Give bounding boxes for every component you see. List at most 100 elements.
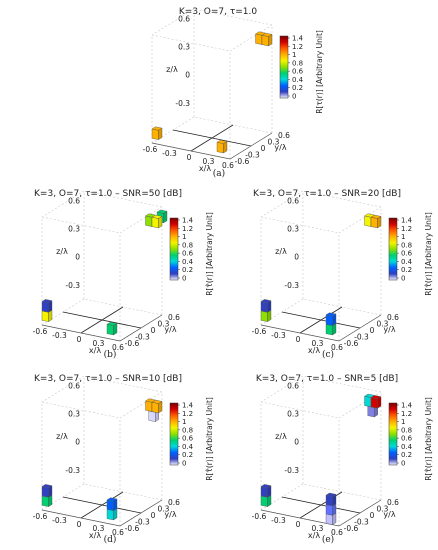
voxel-shade xyxy=(48,310,52,322)
voxel-shade xyxy=(332,494,336,506)
colorbar-label: R[τ̂(r)] [Arbitrary Unit] xyxy=(424,212,433,296)
colorbar-tick-label: 0.8 xyxy=(182,241,193,249)
voxel-shade xyxy=(48,300,52,313)
voxel-face xyxy=(106,499,114,511)
colorbar-tick-label: 1.4 xyxy=(182,402,194,410)
voxel-face xyxy=(370,214,382,219)
box-edge xyxy=(83,298,163,316)
voxel-shade xyxy=(48,495,52,507)
z-axis-label: z/λ xyxy=(56,247,68,256)
voxel-shade xyxy=(267,495,271,507)
voxel-face xyxy=(106,324,114,336)
panel-title: K=3, O=7, τ=1.0 – SNR=10 [dB] xyxy=(34,374,182,384)
voxel-face xyxy=(145,400,153,412)
y-tick-label: -0.6 xyxy=(235,157,250,166)
voxel-shade xyxy=(332,323,336,335)
colorbar-tick-label: 1 xyxy=(182,418,186,426)
box-edge xyxy=(83,190,163,208)
z-tick-label: 0.3 xyxy=(287,225,299,234)
box-edge xyxy=(119,206,163,234)
box-front-edge xyxy=(151,132,273,160)
voxel xyxy=(41,299,53,313)
voxel-face xyxy=(151,216,159,229)
voxel-face xyxy=(325,324,333,336)
box-edge xyxy=(83,483,163,501)
z-tick-label: 0 xyxy=(294,253,299,262)
colorbar xyxy=(169,402,179,466)
x-tick-label: -0.6 xyxy=(33,327,48,336)
voxel-face xyxy=(325,312,337,317)
colorbar-tick-label: 1 xyxy=(401,233,405,241)
z-tick-label: -0.3 xyxy=(284,466,299,475)
x-axis-label: x/λ xyxy=(199,164,211,173)
voxel-face xyxy=(41,495,49,507)
voxel-shade xyxy=(113,499,117,511)
y-axis-label: y/λ xyxy=(164,510,176,519)
box-edge xyxy=(41,401,121,419)
colorbar-tick-label: 0.2 xyxy=(401,451,412,459)
voxel-face xyxy=(41,301,49,313)
x-tick-label: 0 xyxy=(187,153,192,162)
voxel xyxy=(106,321,118,336)
x-tick-label: -0.6 xyxy=(252,327,267,336)
voxel xyxy=(325,502,337,516)
colorbar xyxy=(169,217,179,281)
box-edge xyxy=(119,391,163,419)
z-tick-label: 0.3 xyxy=(287,410,299,419)
y-tick-label: 0.6 xyxy=(387,313,399,322)
voxel-shade xyxy=(267,310,271,322)
panel-e: K=3, O=7, τ=1.0 – SNR=5 [dB]-0.6 -0.3 0 0.3… xyxy=(252,374,433,540)
base-axis-line xyxy=(299,306,343,334)
y-axis-label: y/λ xyxy=(164,325,176,334)
voxel-shade xyxy=(113,323,117,335)
z-tick-label: 0 xyxy=(294,438,299,447)
z-tick-label: 0.3 xyxy=(178,43,190,52)
voxel-face xyxy=(260,486,268,498)
colorbar-tick-label: 0.2 xyxy=(401,266,412,274)
y-tick-label: 0.6 xyxy=(168,498,180,507)
y-tick-label: -0.3 xyxy=(135,333,150,342)
box-front-edge xyxy=(260,314,382,342)
voxel-shade xyxy=(377,396,381,409)
box-edge xyxy=(260,375,304,403)
voxel-face xyxy=(41,486,49,498)
panel-title: K=3, O=7, τ=1.0 xyxy=(179,7,258,17)
z-tick-label: 0.6 xyxy=(68,196,80,205)
axes-box xyxy=(41,190,163,342)
box-edge xyxy=(302,375,382,393)
colorbar-tick-label: 1 xyxy=(401,418,405,426)
box-front-edge xyxy=(41,499,163,527)
base-axis-line xyxy=(80,306,124,334)
colorbar-tick-label: 1 xyxy=(182,233,186,241)
colorbar-label: R[τ(r)] [Arbitrary Unit] xyxy=(315,30,324,114)
y-tick-label: -0.6 xyxy=(344,524,359,533)
x-tick-label: 0 xyxy=(77,335,82,344)
colorbar-tick-label: 0.4 xyxy=(401,258,413,266)
y-tick-label: 0.6 xyxy=(387,498,399,507)
y-tick-label: 0.3 xyxy=(158,320,170,329)
voxel-face xyxy=(151,399,163,404)
panel-caption: (e) xyxy=(322,534,334,545)
colorbar-tick-label: 1.4 xyxy=(182,217,194,225)
voxel-face xyxy=(364,215,372,227)
colorbar-tick-label: 0.8 xyxy=(182,426,193,434)
colorbar-tick-label: 0.4 xyxy=(182,443,194,451)
voxel xyxy=(325,492,337,507)
voxel-face xyxy=(325,504,333,516)
x-tick-label: 0.6 xyxy=(112,343,124,352)
voxel-face xyxy=(145,215,153,227)
colorbar-tick-label: 0 xyxy=(401,460,405,468)
z-tick-label: -0.3 xyxy=(175,99,190,108)
x-tick-label: -0.6 xyxy=(252,512,267,521)
voxel-shade xyxy=(113,508,117,520)
panel-title: K=3, O=7, τ=1.0 – SNR=50 [dB] xyxy=(34,189,182,199)
axes-box xyxy=(41,375,163,527)
voxel-face xyxy=(260,301,268,313)
z-axis-label: z/λ xyxy=(56,432,68,441)
panel-caption: (b) xyxy=(104,349,117,360)
voxel-face xyxy=(106,321,118,326)
x-tick-label: -0.6 xyxy=(143,145,158,154)
voxel-face xyxy=(106,497,118,502)
x-tick-label: 0 xyxy=(77,520,82,529)
